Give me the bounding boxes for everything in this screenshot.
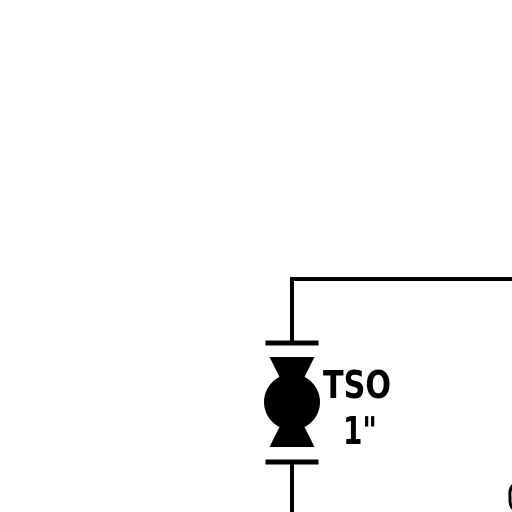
valve-tag-label: TSO [323,363,391,407]
partial-edge-mark [508,484,512,510]
ball-valve-icon [264,355,320,449]
valve-size-label: 1" [343,409,377,453]
pipe-line-upper [290,277,512,343]
